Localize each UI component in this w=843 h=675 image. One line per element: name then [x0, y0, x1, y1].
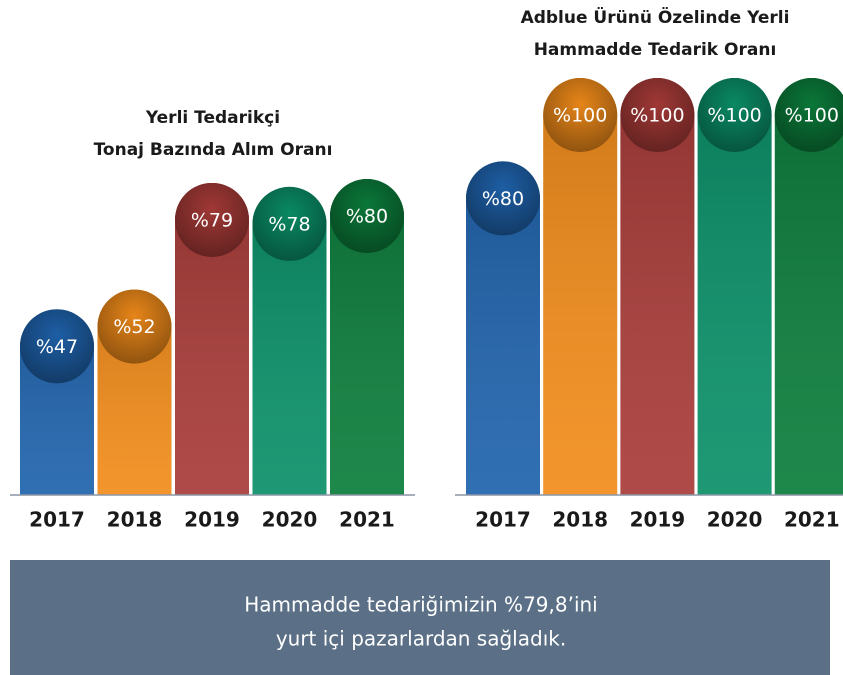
x-tick-label: 2021 — [784, 508, 840, 532]
bar-cap-shade — [20, 309, 94, 384]
chart-title: Adblue Ürünü Özelinde Yerli — [521, 6, 790, 28]
chart-title: Tonaj Bazında Alım Oranı — [94, 140, 333, 160]
bar-sheen — [774, 78, 843, 495]
bar-cap-shade — [697, 78, 772, 152]
x-tick-label: 2019 — [630, 508, 686, 532]
bar-cap-shade — [543, 78, 618, 152]
bar-sheen — [252, 186, 327, 495]
x-tick-label: 2018 — [107, 508, 163, 532]
bar-cap-shade — [252, 186, 327, 261]
bar-sheen — [330, 179, 404, 495]
value-label: %80 — [482, 188, 524, 210]
x-tick-label: 2019 — [184, 508, 240, 532]
value-label: %100 — [707, 105, 761, 127]
bar-cap-shade — [175, 182, 249, 257]
bar-cap-shade — [620, 78, 695, 152]
chart-title: Hammadde Tedarik Oranı — [534, 40, 777, 60]
chart-title: Yerli Tedarikçi — [145, 108, 280, 128]
value-label: %47 — [36, 336, 78, 358]
x-tick-label: 2020 — [707, 508, 763, 532]
bar-sheen — [697, 78, 772, 496]
bar-cap-shade — [330, 179, 404, 253]
value-label: %79 — [191, 209, 233, 231]
x-tick-label: 2017 — [29, 508, 85, 532]
x-tick-label: 2021 — [339, 508, 395, 532]
value-label: %52 — [113, 316, 155, 338]
x-tick-label: 2018 — [552, 508, 608, 532]
bar-cap-shade — [466, 161, 540, 236]
footer-line: Hammadde tedariğimizin %79,8’ini — [244, 593, 598, 617]
value-label: %80 — [346, 206, 388, 228]
footer-line: yurt içi pazarlardan sağladık. — [276, 627, 566, 651]
bar-sheen — [175, 182, 249, 495]
value-label: %78 — [268, 213, 310, 235]
x-tick-label: 2017 — [475, 508, 531, 532]
bar-cap-shade — [97, 289, 172, 364]
bar-sheen — [620, 78, 695, 496]
value-label: %100 — [785, 105, 839, 127]
bar-sheen — [466, 161, 540, 495]
bar-cap-shade — [774, 78, 843, 152]
footer-box — [10, 560, 830, 675]
value-label: %100 — [630, 105, 684, 127]
bar-sheen — [543, 78, 618, 496]
x-tick-label: 2020 — [262, 508, 318, 532]
value-label: %100 — [553, 105, 607, 127]
